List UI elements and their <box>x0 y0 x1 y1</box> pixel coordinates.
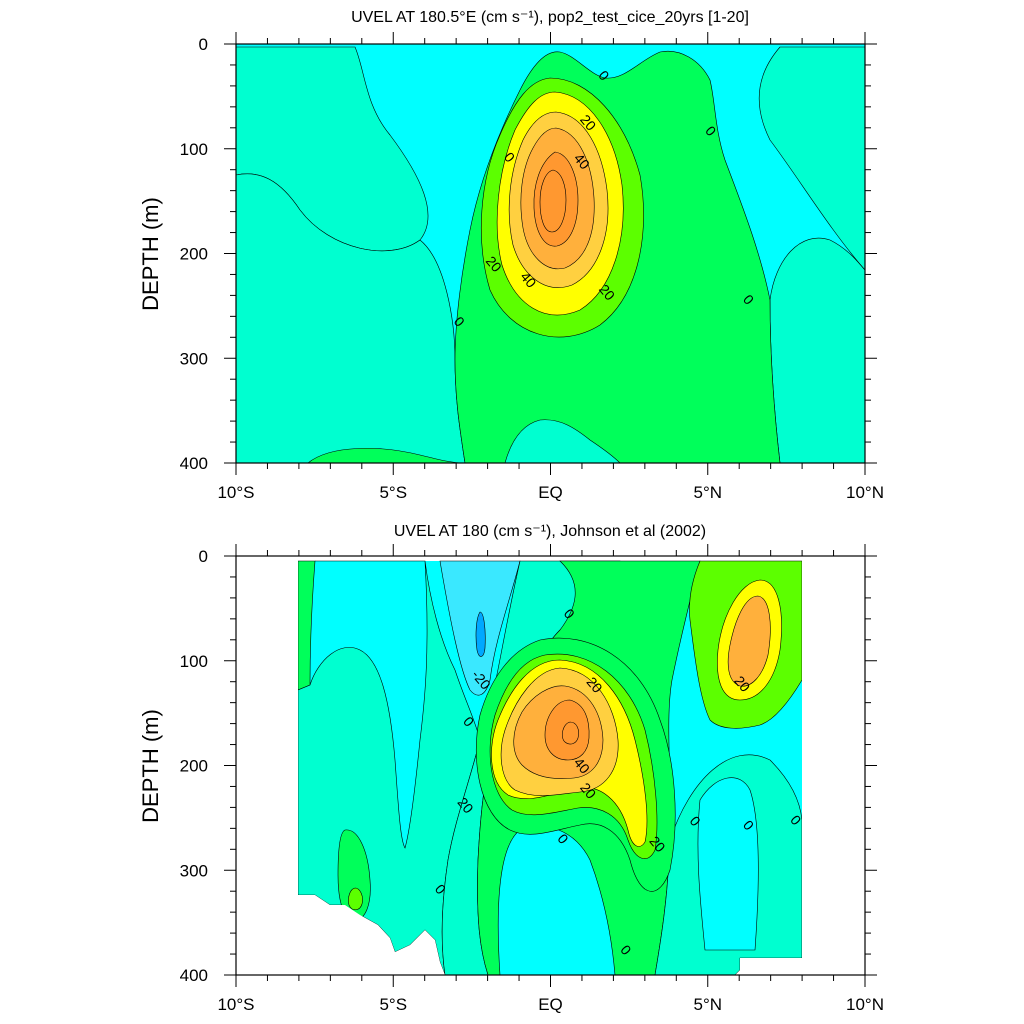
bottom-x-tick-label: EQ <box>538 995 563 1014</box>
bottom-y-tick-label: 200 <box>180 757 208 776</box>
top-x-tick-label: EQ <box>538 483 563 502</box>
bottom-x-tick-label: 10°N <box>846 995 884 1014</box>
bot-band-neg30 <box>475 611 486 657</box>
bottom-y-tick-label: 100 <box>180 652 208 671</box>
bot-mask-left <box>236 556 445 975</box>
top-band-max <box>539 169 567 233</box>
bottom-y-tick-label: 300 <box>180 861 208 880</box>
top-band-0-east <box>758 46 865 271</box>
top-y-tick-label: 0 <box>199 35 208 54</box>
bottom-panel: UVEL AT 180 (cm s⁻¹), Johnson et al (200… <box>138 523 884 1014</box>
top-title: UVEL AT 180.5°E (cm s⁻¹), pop2_test_cice… <box>351 9 749 26</box>
top-contour-field <box>236 44 865 463</box>
top-y-tick-label: 400 <box>180 454 208 473</box>
top-y-tick-label: 200 <box>180 245 208 264</box>
top-axes: 10°S 5°S EQ 5°N 10°N 0 100 200 300 400 <box>180 32 884 502</box>
bottom-y-tick-label: 400 <box>180 966 208 985</box>
top-x-tick-label: 5°N <box>693 483 722 502</box>
top-band-0-pocket <box>504 419 621 463</box>
bot-band-max-jet <box>561 721 579 745</box>
top-y-tick-label: 100 <box>180 140 208 159</box>
bottom-contour-field <box>236 556 865 975</box>
bot-band-neg10-east <box>697 777 759 951</box>
bottom-ylabel: DEPTH (m) <box>138 709 163 823</box>
bot-mask-right <box>735 556 865 975</box>
top-panel: UVEL AT 180.5°E (cm s⁻¹), pop2_test_cice… <box>138 9 884 502</box>
top-band-0-southeast <box>769 237 865 463</box>
top-y-tick-label: 300 <box>180 349 208 368</box>
bottom-axes: 10°S 5°S EQ 5°N 10°N 0 100 200 300 400 <box>180 544 884 1014</box>
bottom-title: UVEL AT 180 (cm s⁻¹), Johnson et al (200… <box>394 523 706 540</box>
bot-band-40-east <box>727 595 771 687</box>
bottom-x-tick-label: 10°S <box>217 995 254 1014</box>
top-x-tick-label: 5°S <box>379 483 407 502</box>
bottom-y-tick-label: 0 <box>199 547 208 566</box>
top-x-tick-label: 10°N <box>846 483 884 502</box>
top-x-tick-label: 10°S <box>217 483 254 502</box>
bottom-x-tick-label: 5°S <box>379 995 407 1014</box>
bottom-x-tick-label: 5°N <box>693 995 722 1014</box>
top-ylabel: DEPTH (m) <box>138 197 163 311</box>
bot-band-20-pocket <box>348 887 363 911</box>
